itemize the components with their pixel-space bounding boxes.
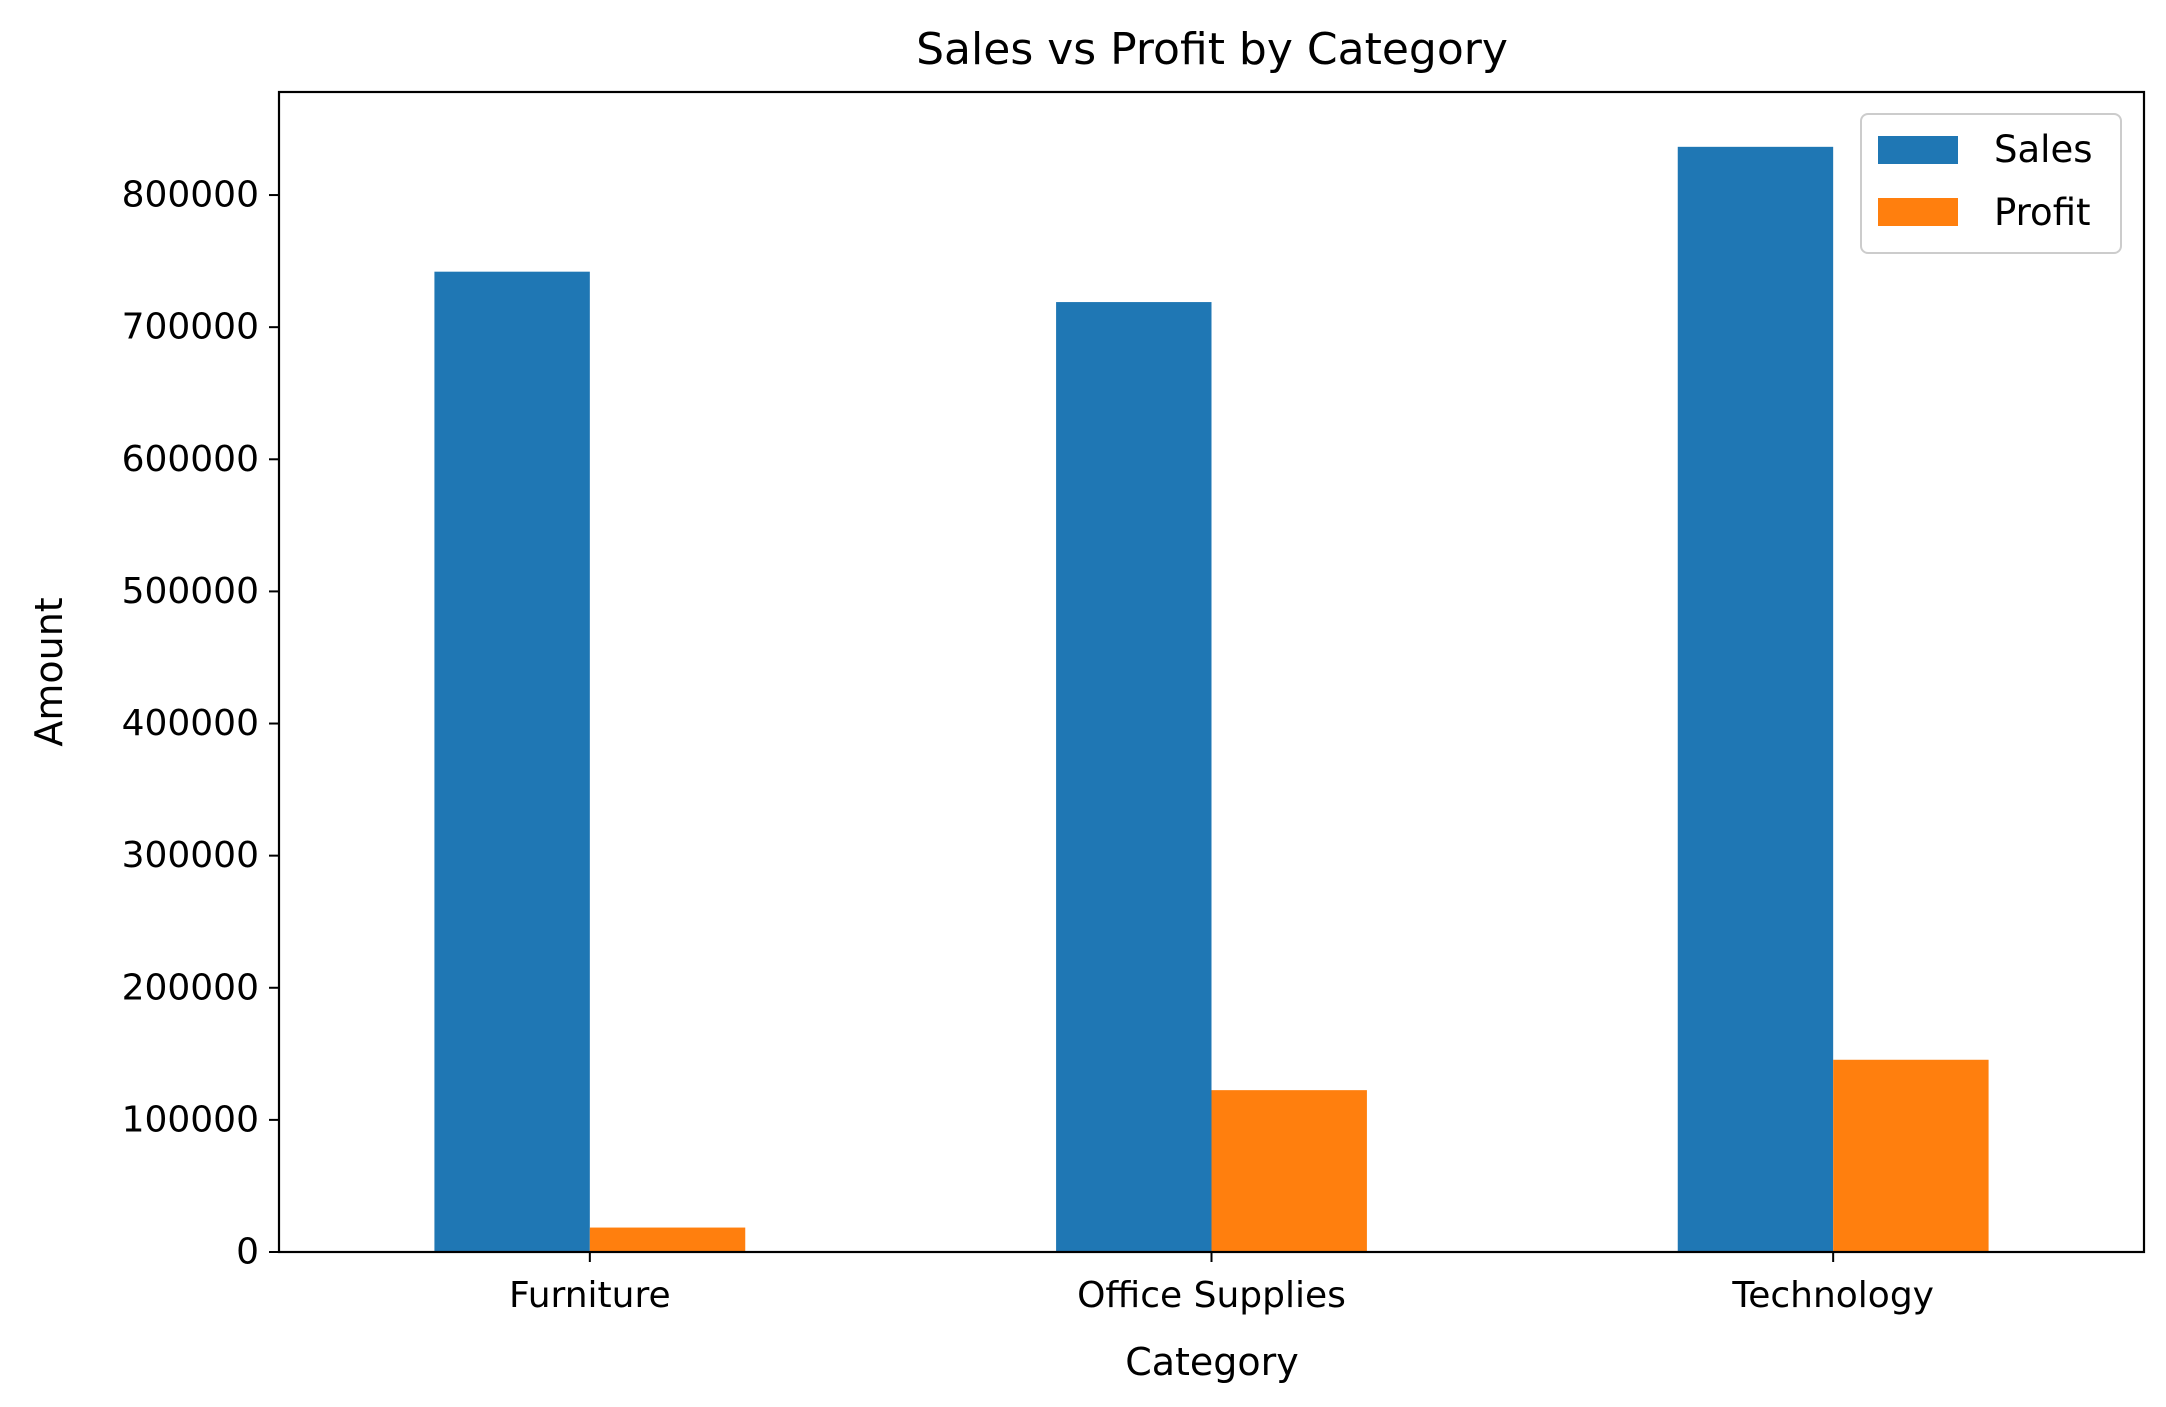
- y-tick-label: 500000: [122, 571, 259, 612]
- x-axis-ticks: Furniture Office Supplies Technology: [509, 1252, 1934, 1316]
- legend: Sales Profit: [1860, 113, 2122, 254]
- y-axis-label: Amount: [27, 597, 71, 746]
- x-axis-label: Category: [1125, 1340, 1299, 1384]
- chart-title: Sales vs Profit by Category: [916, 24, 1508, 75]
- legend-label-profit: Profit: [1994, 191, 2091, 234]
- bar-profit-technology: [1833, 1059, 1989, 1252]
- bar-sales-furniture: [434, 271, 590, 1252]
- y-tick-label: 800000: [122, 175, 259, 216]
- y-tick-label: 400000: [122, 703, 259, 744]
- y-tick-label: 100000: [122, 1099, 259, 1140]
- y-tick-label: 0: [236, 1232, 259, 1273]
- bars-layer: [434, 146, 1989, 1253]
- y-tick-label: 700000: [122, 307, 259, 348]
- x-tick-label-technology: Technology: [1731, 1275, 1934, 1316]
- y-tick-label: 600000: [122, 439, 259, 480]
- x-tick-label-furniture: Furniture: [509, 1275, 671, 1316]
- legend-swatch-sales: [1878, 136, 1958, 164]
- legend-swatch-profit: [1878, 198, 1958, 226]
- legend-label-sales: Sales: [1994, 128, 2092, 171]
- bar-profit-furniture: [589, 1227, 746, 1252]
- plot-frame: [277, 90, 2146, 1254]
- y-axis-ticks: 0 100000 200000 300000 400000 500000 600000 700…: [122, 175, 279, 1273]
- y-tick-label: 200000: [122, 967, 259, 1008]
- bar-sales-office-supplies: [1056, 302, 1212, 1252]
- bar-sales-technology: [1677, 146, 1834, 1253]
- y-tick-label: 300000: [122, 835, 259, 876]
- bar-profit-office-supplies: [1211, 1090, 1367, 1252]
- x-tick-label-office-supplies: Office Supplies: [1077, 1275, 1346, 1316]
